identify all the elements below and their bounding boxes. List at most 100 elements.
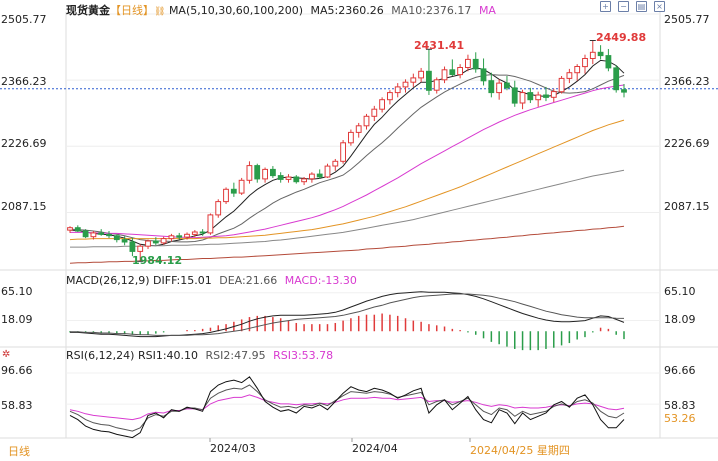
- price-tick-right: 2505.77: [664, 13, 710, 26]
- candle-up: [550, 91, 557, 98]
- candle-down: [277, 175, 284, 180]
- candle-down: [605, 55, 612, 69]
- candle-up: [457, 67, 464, 76]
- candle-down: [488, 80, 495, 94]
- rsi2-value: RSI2:47.95: [205, 349, 266, 362]
- dropdown-icon[interactable]: ⛓: [154, 7, 166, 17]
- candle-up: [371, 108, 378, 117]
- macd-dea-line: [70, 293, 625, 336]
- candle-up: [332, 160, 339, 167]
- candle-up: [191, 231, 198, 235]
- candle-up: [168, 235, 175, 240]
- candle-down: [152, 240, 159, 244]
- candle-up: [348, 131, 354, 144]
- settings-icon[interactable]: ✲: [2, 349, 11, 360]
- x-tick: 2024/04: [352, 442, 398, 455]
- candle-down: [121, 239, 128, 243]
- candle-up: [215, 201, 222, 216]
- high-annotation: 2449.88: [596, 31, 647, 44]
- rsi-tick-right: 96.66: [664, 364, 696, 377]
- price-header: 现货黄金【日线】⛓ MA(5,10,30,60,100,200) MA5:236…: [66, 2, 496, 18]
- candle-down: [199, 231, 206, 234]
- high-annotation: 2431.41: [414, 39, 465, 52]
- candle-up: [433, 79, 440, 91]
- rsi2-line: [69, 384, 625, 432]
- layout-icon[interactable]: ▤: [636, 1, 647, 12]
- macd-params: MACD(26,12,9): [66, 274, 150, 287]
- candle-down: [293, 176, 300, 183]
- date-cursor: 2024/04/25 星期四: [470, 444, 570, 457]
- candle-up: [223, 188, 229, 203]
- rsi1-line: [69, 376, 625, 439]
- candle-down: [621, 89, 627, 93]
- candle-down: [106, 233, 112, 237]
- candle-up: [207, 214, 214, 234]
- candle-up: [137, 245, 144, 252]
- candle-up: [301, 178, 308, 183]
- candle-up: [379, 99, 386, 110]
- x-tick: 2024/03: [210, 442, 256, 455]
- zoom-in-icon[interactable]: +: [600, 1, 611, 12]
- candle-up: [355, 125, 362, 133]
- candle-up: [519, 92, 526, 104]
- candle-up: [238, 179, 245, 194]
- candle-down: [511, 87, 518, 104]
- candle-up: [309, 173, 315, 180]
- zoom-out-icon[interactable]: −: [618, 1, 629, 12]
- candle-up: [285, 176, 292, 180]
- candle-down: [472, 58, 479, 70]
- candle-down: [113, 235, 120, 241]
- candle-up: [496, 82, 503, 94]
- candle-down: [82, 230, 89, 238]
- period-button[interactable]: 日线: [8, 445, 30, 458]
- macd-header: MACD(26,12,9) DIFF:15.01 DEA:21.66 MACD:…: [66, 274, 357, 287]
- candle-down: [270, 168, 276, 177]
- rsi-tick-right: 58.83: [664, 399, 696, 412]
- candle-down: [426, 70, 432, 91]
- candle-up: [418, 70, 425, 79]
- candle-down: [74, 227, 81, 232]
- candle-up: [363, 115, 370, 127]
- candle-up: [387, 92, 393, 101]
- candle-up: [402, 81, 409, 88]
- macd-value: MACD:-13.30: [284, 274, 357, 287]
- ma-line-ma60: [69, 119, 625, 241]
- price-tick-right: 2087.15: [664, 200, 710, 213]
- diff-value: DIFF:15.01: [153, 274, 212, 287]
- candle-down: [254, 165, 261, 180]
- candle-down: [480, 68, 487, 82]
- candle-up: [574, 66, 581, 74]
- candle-up: [67, 227, 73, 231]
- price-tick-left: 2087.15: [1, 200, 47, 213]
- candle-up: [441, 69, 448, 81]
- price-tick-left: 2505.77: [1, 13, 47, 26]
- instrument-title: 现货黄金: [66, 4, 110, 17]
- rsi1-value: RSI1:40.10: [137, 349, 199, 362]
- period-label[interactable]: 【日线】: [110, 4, 154, 17]
- rsi-tick-left: 58.83: [1, 399, 33, 412]
- rsi3-line: [69, 394, 625, 421]
- rsi3-right-value: 53.26: [664, 412, 696, 425]
- candle-up: [262, 168, 269, 180]
- candle-down: [129, 241, 136, 252]
- candle-down: [449, 69, 456, 76]
- macd-tick-left: 18.09: [1, 313, 33, 326]
- ma-line-ma200: [69, 225, 625, 264]
- candle-down: [527, 92, 534, 101]
- macd-tick-right: 18.09: [664, 313, 696, 326]
- candle-up: [535, 94, 542, 101]
- rsi-header: RSI(6,12,24) RSI1:40.10 RSI2:47.95 RSI3:…: [66, 349, 333, 362]
- price-tick-right: 2366.23: [664, 75, 710, 88]
- candle-up: [246, 165, 253, 181]
- dea-value: DEA:21.66: [219, 274, 278, 287]
- candle-down: [230, 188, 237, 194]
- close-icon[interactable]: ×: [654, 1, 665, 12]
- candle-up: [145, 240, 151, 247]
- price-tick-right: 2226.69: [664, 137, 710, 150]
- candle-down: [316, 173, 323, 178]
- candle-up: [324, 165, 331, 178]
- candle-down: [613, 67, 620, 91]
- rsi3-value: RSI3:53.78: [273, 349, 334, 362]
